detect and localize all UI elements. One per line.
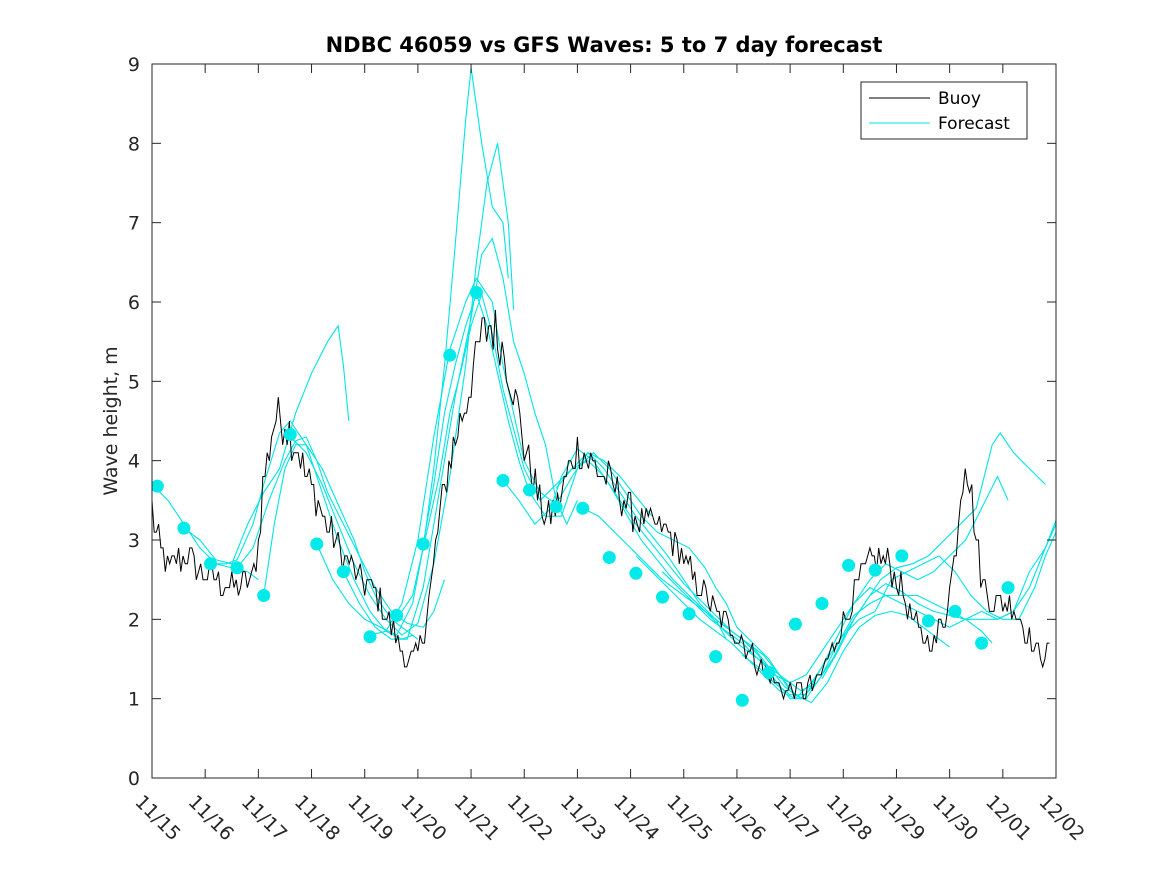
y-tick-label-3: 3 xyxy=(128,530,140,552)
forecast-series-line-1 xyxy=(183,324,350,565)
forecast-marker-12 xyxy=(469,286,483,299)
legend-buoy-label: Buoy xyxy=(938,89,981,109)
forecast-marker-32 xyxy=(1001,581,1015,595)
y-tick-label-6: 6 xyxy=(128,292,140,314)
forecast-marker-24 xyxy=(788,617,802,631)
y-tick-label-7: 7 xyxy=(128,213,140,235)
forecast-marker-7 xyxy=(336,565,350,579)
y-tick-label-8: 8 xyxy=(128,133,140,155)
forecast-series-line-6 xyxy=(316,67,509,636)
y-tick-label-1: 1 xyxy=(128,689,140,711)
forecast-marker-2 xyxy=(204,557,217,571)
forecast-series-line-12 xyxy=(555,460,950,704)
forecast-series-line-9 xyxy=(396,292,727,640)
forecast-series-line-5 xyxy=(289,143,515,636)
forecast-marker-10 xyxy=(416,537,430,551)
y-tick-label-0: 0 xyxy=(128,768,140,790)
forecast-marker-22 xyxy=(735,693,749,707)
y-tick-label-9: 9 xyxy=(128,54,140,76)
forecast-marker-25 xyxy=(815,597,829,610)
forecast-marker-8 xyxy=(363,630,377,644)
forecast-marker-0 xyxy=(152,479,164,493)
forecast-marker-20 xyxy=(682,607,696,621)
forecast-series-line-2 xyxy=(210,420,419,640)
forecast-marker-19 xyxy=(656,590,669,604)
forecast-series-line-18 xyxy=(821,520,1056,680)
chart-title: NDBC 46059 vs GFS Waves: 5 to 7 day fore… xyxy=(326,33,883,57)
forecast-marker-28 xyxy=(895,549,909,563)
forecast-marker-4 xyxy=(257,589,271,602)
plot-area xyxy=(152,67,1056,707)
forecast-marker-16 xyxy=(576,501,590,515)
forecast-marker-27 xyxy=(868,563,882,577)
legend: Buoy Forecast xyxy=(860,81,1028,140)
forecast-marker-11 xyxy=(443,348,457,362)
forecast-marker-23 xyxy=(762,666,776,679)
plot-frame xyxy=(151,63,1057,779)
forecast-marker-15 xyxy=(549,500,563,514)
forecast-marker-6 xyxy=(310,537,324,551)
forecast-marker-9 xyxy=(390,608,404,622)
forecast-series-line-13 xyxy=(582,507,993,700)
forecast-series-line-4 xyxy=(263,444,413,640)
forecast-series-line-11 xyxy=(502,447,834,692)
legend-forecast-label: Forecast xyxy=(938,114,1010,134)
forecast-marker-1 xyxy=(177,521,191,535)
legend-box xyxy=(860,81,1028,140)
forecast-marker-14 xyxy=(523,483,537,497)
forecast-marker-5 xyxy=(283,428,297,441)
forecast-marker-26 xyxy=(842,558,856,572)
forecast-marker-21 xyxy=(709,650,723,664)
forecast-marker-31 xyxy=(975,636,989,650)
forecast-marker-30 xyxy=(948,604,962,618)
y-tick-label-2: 2 xyxy=(128,609,140,631)
forecast-marker-18 xyxy=(629,566,643,580)
y-tick-label-4: 4 xyxy=(128,451,140,473)
forecast-marker-3 xyxy=(230,561,244,575)
forecast-series-line-10 xyxy=(422,292,791,692)
forecast-series-line-14 xyxy=(635,531,1056,700)
y-tick-label-5: 5 xyxy=(128,371,140,393)
buoy-series-line xyxy=(152,309,1050,701)
y-axis-label: Wave height, m xyxy=(100,346,122,495)
forecast-marker-29 xyxy=(921,614,935,628)
forecast-marker-13 xyxy=(496,474,510,487)
forecast-series-line-0 xyxy=(152,484,259,581)
forecast-marker-17 xyxy=(602,551,616,564)
forecast-series-line-7 xyxy=(342,237,578,640)
forecast-series-line-16 xyxy=(688,431,1046,700)
